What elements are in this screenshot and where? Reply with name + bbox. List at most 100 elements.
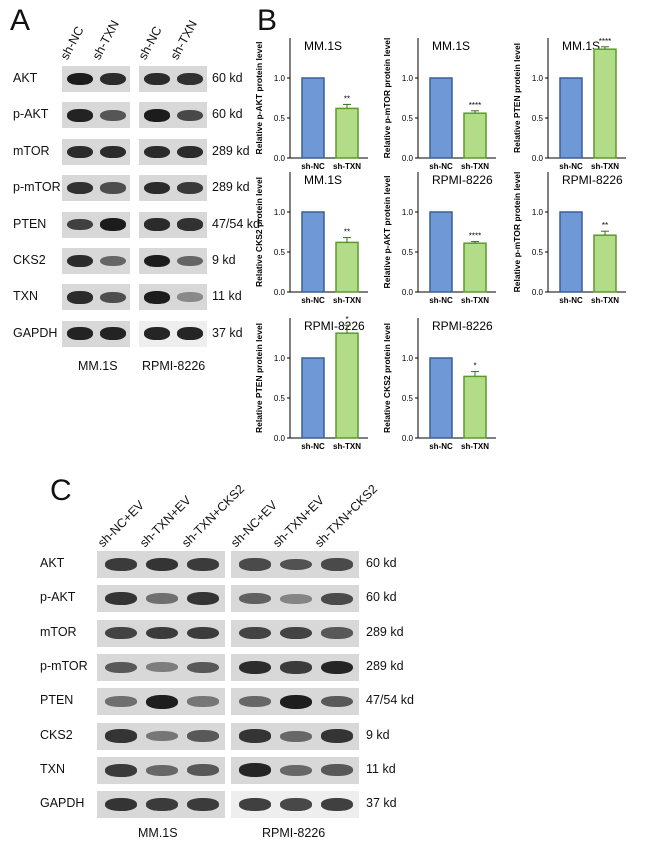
band [177,218,203,231]
band [187,558,219,571]
chart-title: MM.1S [304,173,342,187]
x-tick-label: sh-TXN [461,162,489,171]
significance-label: ** [602,221,608,230]
y-tick-label: 1.0 [402,354,414,363]
chart-title: RPMI-8226 [304,319,365,333]
band [100,218,126,231]
protein-label: CKS2 [13,253,46,267]
protein-label: mTOR [40,624,77,639]
band [239,696,271,708]
band [105,696,137,708]
protein-label: p-AKT [13,107,49,122]
y-tick-label: 0.5 [532,114,544,123]
molecular-weight-label: 47/54 kd [212,216,260,231]
band [239,660,271,675]
panel-label-b: B [257,4,278,37]
molecular-weight-label: 11 kd [212,289,242,304]
chart-svg: Relative p-mTOR protein level 0.0 0.5 1.0 RP… [512,172,626,305]
molecular-weight-label: 60 kd [366,556,397,570]
band [177,182,203,195]
bar-chart: Relative CKS2 protein level 0.0 0.5 1.0 RPMI… [380,310,498,470]
x-tick-label: sh-TXN [333,162,361,171]
cell-line-label: MM.1S [78,359,118,373]
y-axis-label: Relative p-AKT protein level [382,176,392,289]
band [187,764,219,777]
band [239,558,271,571]
chart-title: RPMI-8226 [432,173,493,187]
y-tick-label: 0.5 [402,114,414,123]
band [105,763,137,777]
band [105,798,137,812]
band [187,696,219,707]
blot-strip [231,585,359,613]
band [144,254,170,268]
band [105,592,137,606]
band [239,626,271,640]
band [321,695,353,708]
band [146,764,178,776]
band [177,109,203,122]
band [100,145,126,158]
blot-strip [231,688,359,716]
x-tick-label: sh-NC [429,296,453,305]
band [67,327,93,341]
y-tick-label: 1.0 [402,74,414,83]
molecular-weight-label: 11 kd [366,761,396,776]
x-tick-label: sh-TXN [333,296,361,305]
band [146,662,178,673]
y-tick-label: 0.5 [274,248,286,257]
band [105,626,137,640]
x-tick-label: sh-NC [559,162,583,171]
band [187,661,219,674]
y-tick-label: 0.5 [532,248,544,257]
band [100,291,126,304]
band [321,798,353,811]
band [144,108,170,122]
chart-svg: Relative CKS2 protein level 0.0 0.5 1.0 MM.1… [254,172,368,305]
y-tick-label: 0.5 [402,394,414,403]
protein-label: mTOR [13,143,50,158]
chart-title: MM.1S [304,39,342,53]
protein-label: TXN [13,289,38,304]
blot-strip [62,102,130,129]
band [280,660,312,674]
band [187,626,219,640]
bar [559,77,583,159]
band [67,109,93,122]
significance-label: **** [469,101,481,110]
molecular-weight-label: 9 kd [366,727,390,742]
bar [335,332,359,439]
y-axis-label: Relative PTEN protein level [512,43,522,153]
lane-label: sh-NC [57,24,87,62]
band [321,660,353,675]
bar [301,357,325,439]
band [239,798,271,811]
blot-strip [97,551,225,578]
band [177,327,203,341]
bar-chart: Relative p-AKT protein level 0.0 0.5 1.0 MM.… [252,30,370,190]
band [280,798,312,811]
y-tick-label: 0.0 [274,154,286,163]
chart-svg: Relative p-mTOR protein level 0.0 0.5 1.0 MM… [382,38,496,171]
chart-svg: Relative PTEN protein level 0.0 0.5 1.0 MM.1… [512,37,626,171]
band [280,593,312,604]
blot-strip [62,248,130,274]
band [146,626,178,640]
y-tick-label: 1.0 [532,74,544,83]
band [177,72,203,86]
y-tick-label: 0.0 [274,288,286,297]
blot-strip [231,722,359,750]
x-tick-label: sh-NC [559,296,583,305]
blot-strip [139,320,207,347]
band [67,72,93,86]
bar [429,77,453,159]
band [321,764,353,777]
band [144,181,170,195]
protein-label: p-mTOR [40,658,88,673]
significance-label: **** [469,232,481,241]
y-tick-label: 1.0 [274,354,286,363]
y-tick-label: 0.0 [274,434,286,443]
band [187,798,219,811]
molecular-weight-label: 37 kd [212,325,243,340]
significance-label: * [473,362,476,371]
